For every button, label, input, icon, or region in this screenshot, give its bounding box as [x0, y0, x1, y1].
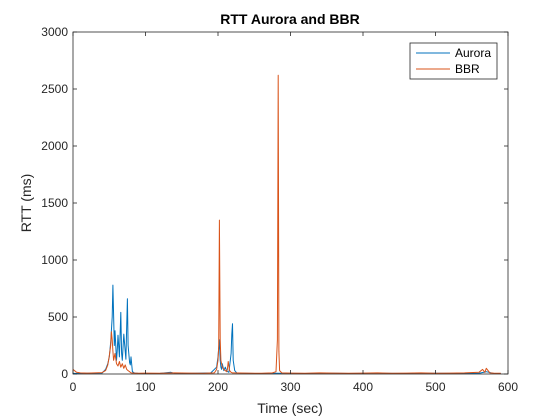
x-axis-label: Time (sec)	[257, 400, 323, 416]
x-tick-label: 600	[498, 380, 518, 394]
y-axis: 0 500 1000 1500 2000 2500 3000	[41, 25, 508, 381]
series-line-bbr	[72, 74, 501, 374]
y-tick-label: 3000	[41, 25, 68, 39]
plot-area	[73, 32, 508, 374]
x-tick-label: 0	[70, 380, 77, 394]
y-tick-label: 500	[48, 310, 68, 324]
legend: Aurora BBR	[409, 42, 498, 80]
series-layer	[72, 74, 501, 374]
x-tick-label: 300	[280, 380, 300, 394]
legend-label-aurora: Aurora	[455, 46, 491, 60]
y-tick-label: 0	[61, 367, 68, 381]
x-tick-label: 500	[425, 380, 445, 394]
x-tick-label: 400	[353, 380, 373, 394]
y-tick-label: 1000	[41, 253, 68, 267]
y-tick-label: 2500	[41, 82, 68, 96]
y-tick-label: 1500	[41, 196, 68, 210]
legend-label-bbr: BBR	[455, 62, 480, 76]
y-tick-label: 2000	[41, 139, 68, 153]
x-axis: 0 100 200 300 400 500 600	[70, 32, 518, 394]
y-axis-label: RTT (ms)	[18, 174, 34, 233]
chart-title: RTT Aurora and BBR	[220, 11, 359, 27]
x-tick-label: 200	[208, 380, 228, 394]
legend-box	[409, 42, 498, 80]
x-tick-label: 100	[135, 380, 155, 394]
